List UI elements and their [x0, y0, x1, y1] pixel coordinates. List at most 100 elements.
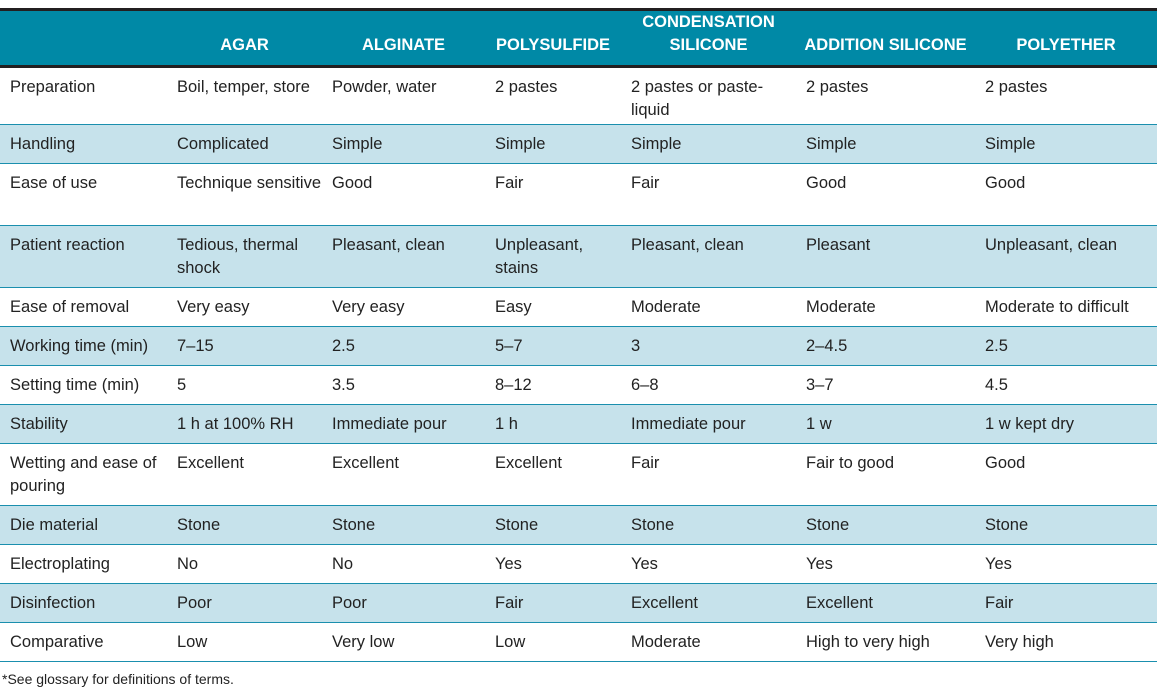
- table-cell: Pleasant: [796, 225, 975, 288]
- table-cell: 5: [167, 365, 322, 405]
- table-cell: Stone: [167, 505, 322, 545]
- table-cell: Excellent: [322, 443, 485, 506]
- table-cell: Very high: [975, 622, 1157, 662]
- column-header: CONDENSATION SILICONE: [621, 11, 796, 68]
- table-cell: Simple: [621, 124, 796, 164]
- table-cell: Excellent: [621, 583, 796, 623]
- row-label: Preparation: [0, 66, 167, 125]
- table-row: Wetting and ease of pouring Excellent Exce…: [0, 443, 1157, 506]
- table-cell: Pleasant, clean: [621, 225, 796, 288]
- header-row: AGAR ALGINATE POLYSULFIDE CONDENSATION SILI…: [0, 11, 1157, 68]
- table-cell: 7–15: [167, 326, 322, 366]
- table-cell: 8–12: [485, 365, 621, 405]
- table-cell: 3.5: [322, 365, 485, 405]
- table-cell: 6–8: [621, 365, 796, 405]
- table-row: Ease of removal Very easy Very easy Easy Mod…: [0, 287, 1157, 327]
- table-cell: 1 h: [485, 404, 621, 444]
- table-cell: Good: [322, 163, 485, 226]
- impression-materials-table: AGAR ALGINATE POLYSULFIDE CONDENSATION SILI…: [0, 11, 1157, 662]
- table-cell: Boil, temper, store: [167, 66, 322, 125]
- table-cell: Fair: [485, 583, 621, 623]
- column-header: AGAR: [167, 11, 322, 68]
- table-cell: Unpleasant, stains: [485, 225, 621, 288]
- row-label: Disinfection: [0, 583, 167, 623]
- table-cell: 2.5: [975, 326, 1157, 366]
- row-label: Patient reaction: [0, 225, 167, 288]
- table-cell: Stone: [485, 505, 621, 545]
- table-cell: 3: [621, 326, 796, 366]
- table-row: Handling Complicated Simple Simple Simple Sim…: [0, 124, 1157, 164]
- table-cell: Very easy: [167, 287, 322, 327]
- table-row: Stability 1 h at 100% RH Immediate pour 1 h…: [0, 404, 1157, 444]
- table-row: Working time (min) 7–15 2.5 5–7 3 2–4.5 2.5: [0, 326, 1157, 366]
- table-cell: Yes: [485, 544, 621, 584]
- table-row: Disinfection Poor Poor Fair Excellent Excelle…: [0, 583, 1157, 623]
- table-cell: Moderate: [796, 287, 975, 327]
- table-cell: 2 pastes or paste-liquid: [621, 66, 796, 125]
- table-row: Setting time (min) 5 3.5 8–12 6–8 3–7 4.5: [0, 365, 1157, 405]
- table-cell: Moderate to difficult: [975, 287, 1157, 327]
- table-cell: Good: [975, 163, 1157, 226]
- table-cell: Fair: [621, 443, 796, 506]
- table-cell: Pleasant, clean: [322, 225, 485, 288]
- table-cell: Technique sensitive: [167, 163, 322, 226]
- table-cell: Immediate pour: [621, 404, 796, 444]
- table-cell: Excellent: [796, 583, 975, 623]
- table-cell: Powder, water: [322, 66, 485, 125]
- table-row: Patient reaction Tedious, thermal shock Pl…: [0, 225, 1157, 288]
- table-cell: Fair to good: [796, 443, 975, 506]
- table-cell: Fair: [485, 163, 621, 226]
- column-header: POLYSULFIDE: [485, 11, 621, 68]
- table-cell: Good: [796, 163, 975, 226]
- table-cell: Excellent: [485, 443, 621, 506]
- row-label: Wetting and ease of pouring: [0, 443, 167, 506]
- row-label: Ease of use: [0, 163, 167, 226]
- table-cell: Tedious, thermal shock: [167, 225, 322, 288]
- table-cell: Unpleasant, clean: [975, 225, 1157, 288]
- table-cell: 2.5: [322, 326, 485, 366]
- table-cell: High to very high: [796, 622, 975, 662]
- table-cell: 1 h at 100% RH: [167, 404, 322, 444]
- table-row: Electroplating No No Yes Yes Yes Yes: [0, 544, 1157, 584]
- row-label: Setting time (min): [0, 365, 167, 405]
- table-cell: Yes: [621, 544, 796, 584]
- table-cell: Complicated: [167, 124, 322, 164]
- footnote: *See glossary for definitions of terms.: [2, 671, 234, 687]
- row-label: Comparative: [0, 622, 167, 662]
- table-cell: 1 w kept dry: [975, 404, 1157, 444]
- table-cell: Moderate: [621, 622, 796, 662]
- top-rule: [0, 8, 1157, 11]
- table-cell: Excellent: [167, 443, 322, 506]
- table-cell: Simple: [796, 124, 975, 164]
- table-cell: 1 w: [796, 404, 975, 444]
- table-cell: No: [167, 544, 322, 584]
- row-label: Stability: [0, 404, 167, 444]
- column-header: [0, 11, 167, 68]
- table-cell: 2 pastes: [975, 66, 1157, 125]
- table-cell: Very low: [322, 622, 485, 662]
- table-cell: Yes: [975, 544, 1157, 584]
- row-label: Ease of removal: [0, 287, 167, 327]
- table-cell: Stone: [621, 505, 796, 545]
- table-cell: Easy: [485, 287, 621, 327]
- table-cell: Stone: [796, 505, 975, 545]
- row-label: Handling: [0, 124, 167, 164]
- column-header: ADDITION SILICONE: [796, 11, 975, 68]
- table-cell: Stone: [322, 505, 485, 545]
- table-cell: Poor: [322, 583, 485, 623]
- table-cell: 2 pastes: [796, 66, 975, 125]
- table-cell: Immediate pour: [322, 404, 485, 444]
- table-cell: 2 pastes: [485, 66, 621, 125]
- table-cell: Moderate: [621, 287, 796, 327]
- table-cell: Simple: [975, 124, 1157, 164]
- table-cell: Fair: [975, 583, 1157, 623]
- table-cell: Simple: [485, 124, 621, 164]
- table-cell: Low: [167, 622, 322, 662]
- table-cell: 2–4.5: [796, 326, 975, 366]
- row-label: Die material: [0, 505, 167, 545]
- table-cell: 4.5: [975, 365, 1157, 405]
- table-cell: Fair: [621, 163, 796, 226]
- table-cell: 5–7: [485, 326, 621, 366]
- table-cell: Stone: [975, 505, 1157, 545]
- table-row: Comparative Low Very low Low Moderate High to…: [0, 622, 1157, 662]
